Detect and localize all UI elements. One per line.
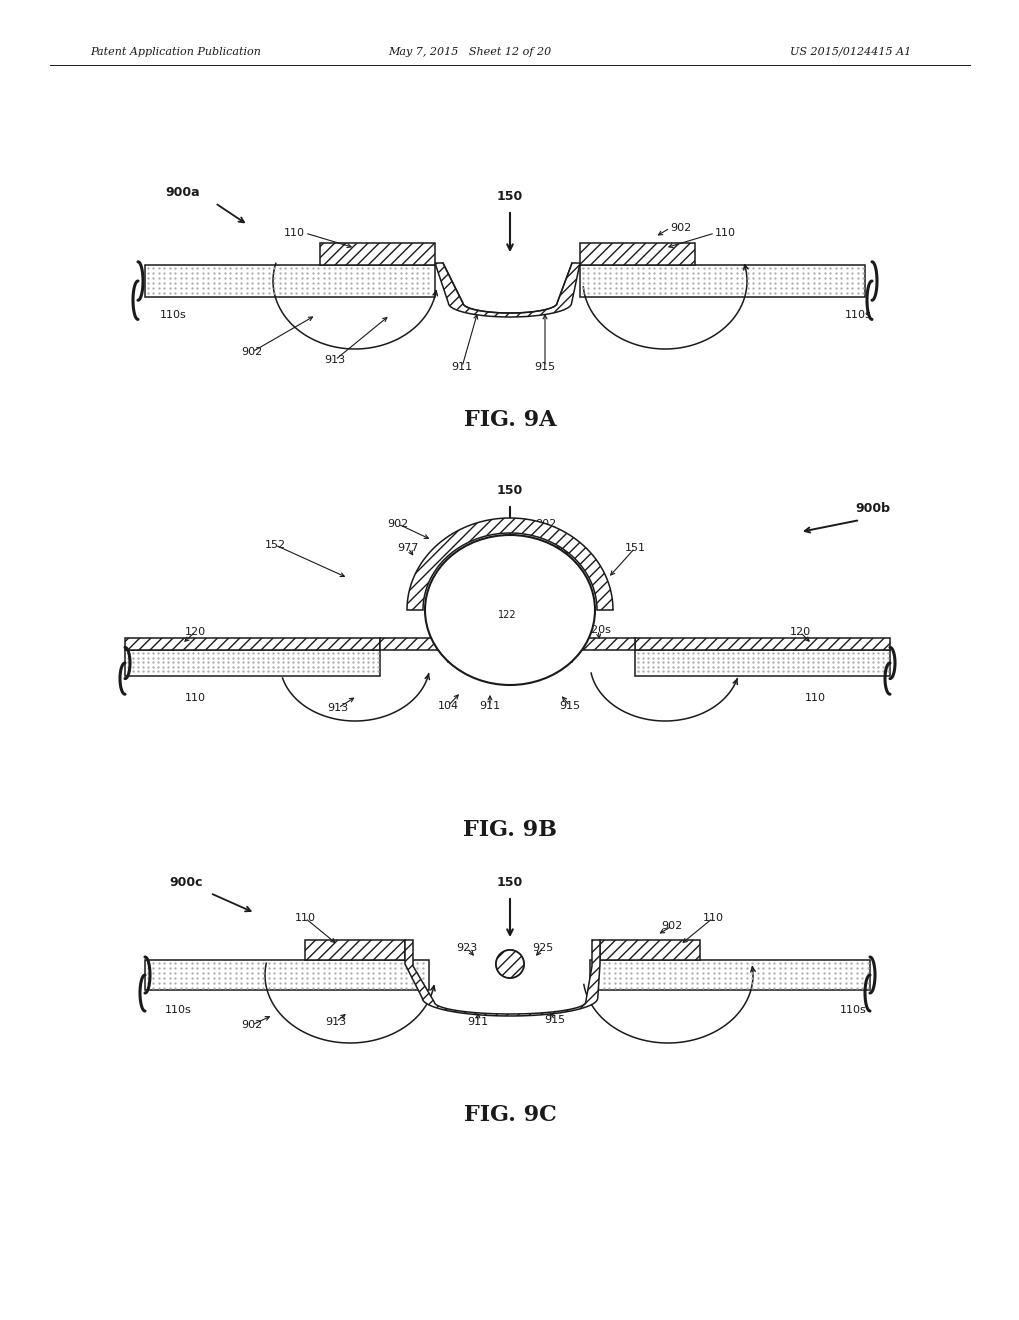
Bar — [145, 265, 434, 297]
Text: 915: 915 — [544, 1015, 565, 1026]
Bar — [447, 634, 482, 653]
Text: 925: 925 — [532, 942, 553, 953]
Bar — [320, 243, 434, 265]
Text: 110: 110 — [294, 913, 315, 923]
Text: 110: 110 — [184, 693, 205, 704]
Bar — [537, 652, 572, 663]
Bar — [599, 940, 699, 960]
Bar — [320, 243, 434, 265]
Text: 902: 902 — [387, 519, 409, 529]
Bar — [599, 940, 699, 960]
Bar — [537, 634, 572, 653]
Bar — [572, 638, 635, 649]
Bar — [125, 638, 380, 649]
Bar — [305, 940, 405, 960]
Bar — [537, 634, 572, 653]
Text: 120: 120 — [789, 627, 810, 638]
Text: FIG. 9B: FIG. 9B — [463, 818, 556, 841]
Text: 911: 911 — [467, 1016, 488, 1027]
Bar — [447, 634, 482, 653]
Circle shape — [495, 950, 524, 978]
Text: 902: 902 — [535, 519, 556, 529]
Text: 150: 150 — [496, 875, 523, 888]
Text: 977: 977 — [554, 543, 576, 553]
Text: 911: 911 — [451, 362, 472, 372]
Text: 913: 913 — [324, 355, 345, 366]
Text: 110s: 110s — [844, 310, 871, 319]
Text: 110: 110 — [804, 693, 824, 704]
Bar — [589, 960, 869, 990]
Circle shape — [495, 950, 524, 978]
Polygon shape — [434, 263, 580, 317]
Bar — [580, 265, 864, 297]
Text: 977: 977 — [397, 543, 418, 553]
Bar — [145, 960, 429, 990]
Text: 152: 152 — [264, 540, 285, 550]
Bar — [537, 652, 572, 663]
Bar — [580, 243, 694, 265]
Text: 900c: 900c — [169, 875, 203, 888]
Bar — [125, 649, 380, 676]
Text: 900a: 900a — [165, 186, 200, 198]
Bar — [447, 652, 482, 663]
Bar — [380, 638, 447, 649]
Bar — [305, 940, 405, 960]
Text: 122: 122 — [497, 610, 516, 620]
Bar — [635, 638, 890, 649]
Text: FIG. 9C: FIG. 9C — [464, 1104, 555, 1126]
Text: 110: 110 — [714, 228, 736, 238]
Text: 902: 902 — [242, 1020, 262, 1030]
Text: 902: 902 — [669, 223, 691, 234]
Text: 913: 913 — [327, 704, 348, 713]
Polygon shape — [407, 517, 612, 610]
Text: US 2015/0124415 A1: US 2015/0124415 A1 — [790, 48, 910, 57]
Text: 150: 150 — [496, 483, 523, 496]
Text: 120s: 120s — [584, 624, 610, 635]
Text: May 7, 2015   Sheet 12 of 20: May 7, 2015 Sheet 12 of 20 — [387, 48, 550, 57]
Text: 120: 120 — [184, 627, 206, 638]
Text: 902: 902 — [660, 921, 682, 931]
Text: 151: 151 — [624, 543, 645, 553]
Text: FIG. 9A: FIG. 9A — [464, 409, 555, 432]
Polygon shape — [405, 940, 599, 1016]
Bar — [572, 638, 635, 649]
Text: 110s: 110s — [840, 1005, 866, 1015]
Text: 902: 902 — [242, 347, 262, 356]
Text: 110: 110 — [702, 913, 722, 923]
Text: 913: 913 — [325, 1016, 346, 1027]
Text: 150: 150 — [496, 190, 523, 203]
Text: 923: 923 — [455, 942, 477, 953]
Bar — [447, 652, 482, 663]
Text: 110s: 110s — [160, 310, 186, 319]
Text: 911: 911 — [479, 701, 500, 711]
Ellipse shape — [425, 535, 594, 685]
Bar — [635, 638, 890, 649]
Text: 915: 915 — [534, 362, 555, 372]
Text: Patent Application Publication: Patent Application Publication — [90, 48, 261, 57]
Text: 110: 110 — [283, 228, 305, 238]
Bar — [380, 638, 447, 649]
Bar — [125, 638, 380, 649]
Text: 110s: 110s — [165, 1005, 192, 1015]
Bar — [635, 649, 890, 676]
Text: 915: 915 — [558, 701, 580, 711]
Bar — [580, 243, 694, 265]
Text: 104: 104 — [437, 701, 459, 711]
Circle shape — [493, 948, 526, 979]
Text: 900b: 900b — [854, 502, 890, 515]
